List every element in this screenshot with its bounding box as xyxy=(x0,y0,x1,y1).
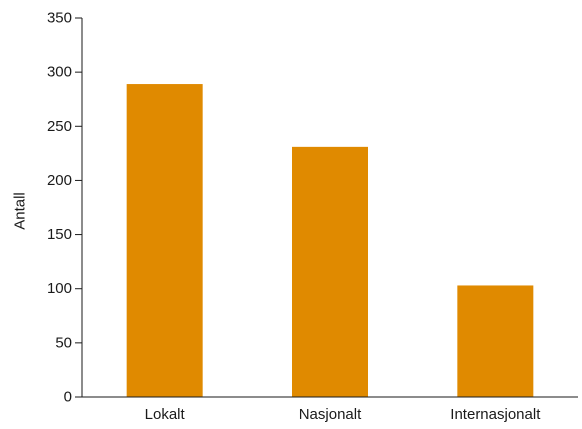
y-tick-label: 0 xyxy=(64,389,72,406)
y-tick-label: 150 xyxy=(47,226,72,243)
x-tick-label: Internasjonalt xyxy=(450,406,541,423)
y-axis-title: Antall xyxy=(12,192,29,230)
y-tick-label: 100 xyxy=(47,280,72,297)
bars-layer xyxy=(126,84,534,397)
y-axis-ticks: 0 50 100 150 200 250 300 350 xyxy=(47,10,82,406)
bar-internasjonalt xyxy=(457,285,534,397)
y-tick-label: 50 xyxy=(55,334,72,351)
y-tick-label: 200 xyxy=(47,172,72,189)
x-tick-label: Nasjonalt xyxy=(299,406,362,423)
bar-lokalt xyxy=(126,84,203,397)
y-tick-label: 300 xyxy=(47,64,72,81)
bar-nasjonalt xyxy=(292,146,368,397)
y-tick-label: 250 xyxy=(47,118,72,135)
y-tick-label: 350 xyxy=(47,10,72,27)
x-axis-ticks: Lokalt Nasjonalt Internasjonalt xyxy=(145,406,542,423)
x-tick-label: Lokalt xyxy=(145,406,186,423)
